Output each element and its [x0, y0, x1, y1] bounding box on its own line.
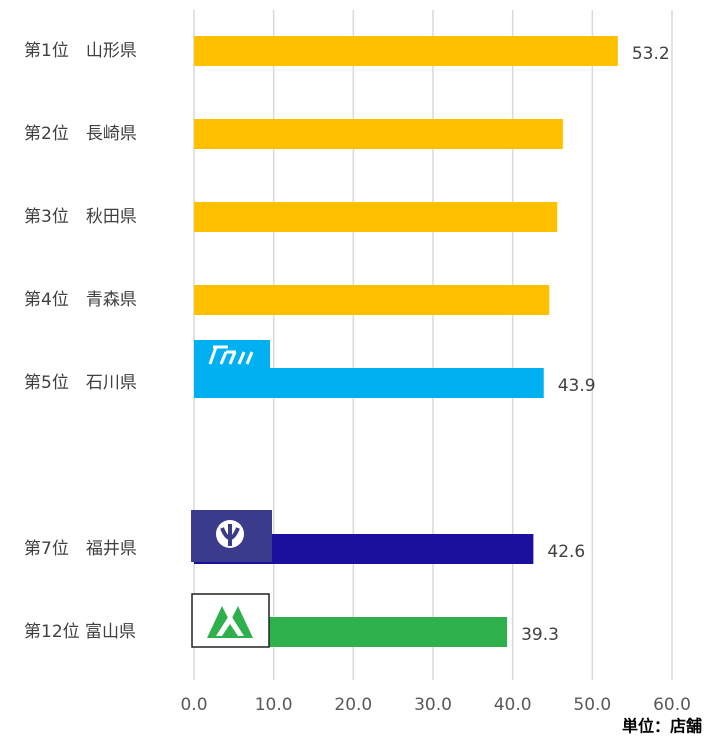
y-tick-label: 第12位 富山県: [24, 622, 136, 642]
x-tick-label: 20.0: [334, 695, 372, 715]
fukui-logo: [191, 510, 272, 562]
y-tick-label: 第7位 福井県: [24, 539, 137, 559]
value-label: 42.6: [547, 542, 585, 562]
y-tick-label: 第1位 山形県: [24, 41, 137, 61]
ishikawa-logo: [194, 340, 270, 370]
x-tick-label: 50.0: [573, 695, 611, 715]
toyama-logo: [191, 593, 270, 648]
y-tick-label: 第2位 長崎県: [24, 124, 137, 144]
value-label: 43.9: [558, 376, 596, 396]
value-label: 39.3: [521, 625, 559, 645]
logos: [191, 340, 272, 648]
value-label: 53.2: [632, 44, 670, 64]
bar: [194, 202, 558, 232]
bar: [194, 119, 563, 149]
x-tick-label: 40.0: [494, 695, 532, 715]
y-tick-label: 第3位 秋田県: [24, 207, 137, 227]
y-tick-label: 第5位 石川県: [24, 373, 137, 393]
x-tick-label: 0.0: [180, 695, 207, 715]
y-tick-label: 第4位 青森県: [24, 290, 137, 310]
bar: [194, 368, 544, 398]
bar: [194, 285, 550, 315]
unit-label: 単位：店舗: [622, 717, 702, 736]
x-tick-label: 60.0: [653, 695, 691, 715]
bar: [194, 36, 618, 66]
x-tick-label: 30.0: [414, 695, 452, 715]
x-tick-label: 10.0: [255, 695, 293, 715]
